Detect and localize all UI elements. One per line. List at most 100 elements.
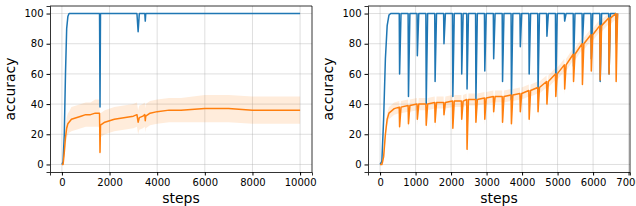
tick-mark (487, 172, 488, 176)
grid-line (368, 134, 630, 135)
tick-label: 8000 (240, 177, 265, 188)
line (380, 14, 618, 165)
tick: 4000 (510, 172, 535, 188)
grid-line (380, 6, 381, 172)
tick-label: 2000 (97, 177, 122, 188)
y-axis-title: accuracy (2, 57, 18, 120)
tick: 80 (31, 38, 50, 49)
grid-line (252, 6, 253, 172)
plot-area (62, 14, 300, 165)
y-axis-title: accuracy (320, 57, 336, 120)
tick-label: 40 (349, 99, 362, 110)
tick-mark (47, 164, 51, 165)
tick: 100 (342, 8, 368, 19)
line (62, 14, 300, 165)
tick-mark (252, 172, 253, 176)
tick-label: 7000 (616, 177, 636, 188)
tick-mark (47, 134, 51, 135)
panel: 0100020003000400050006000700002040608010… (320, 6, 636, 206)
tick-mark (47, 104, 51, 105)
tick-mark (558, 172, 559, 176)
tick-label: 20 (31, 129, 44, 140)
tick: 0 (377, 172, 383, 188)
tick-label: 60 (31, 69, 44, 80)
tick-mark (416, 172, 417, 176)
frame (50, 6, 312, 7)
grid-line (628, 6, 629, 172)
tick-label: 40 (31, 99, 44, 110)
tick: 40 (31, 99, 50, 110)
line (380, 14, 618, 165)
tick-label: 80 (31, 38, 44, 49)
tick: 7000 (616, 172, 636, 188)
x-axis-title: steps (480, 190, 518, 206)
grid-line (451, 6, 452, 172)
tick-label: 3000 (474, 177, 499, 188)
axis-line (47, 7, 51, 173)
grid-line (204, 6, 205, 172)
tick-label: 80 (349, 38, 362, 49)
tick: 80 (349, 38, 368, 49)
tick-label: 4000 (510, 177, 535, 188)
tick-mark (365, 164, 369, 165)
tick-mark (365, 134, 369, 135)
tick-mark (365, 44, 369, 45)
x-axis: 0 2000 4000 6000 8000 10000 (51, 172, 317, 188)
figure: 0200040006000800010000020406080100stepsa… (0, 0, 636, 206)
tick: 4000 (145, 172, 170, 188)
chart-svg: 0200040006000800010000020406080100stepsa… (0, 0, 636, 206)
tick: 60 (31, 69, 50, 80)
tick-label: 6000 (581, 177, 606, 188)
grid (50, 6, 312, 172)
tick: 0 (37, 159, 50, 170)
tick-mark (365, 104, 369, 105)
tick: 60 (349, 69, 368, 80)
tick-mark (157, 172, 158, 176)
tick-mark (47, 44, 51, 45)
tick-label: 1000 (403, 177, 428, 188)
frame (312, 6, 313, 172)
panel: 0 2000 4000 6000 8000 10000 0 20 40 60 80 100 steps a… (2, 6, 316, 206)
tick-mark (365, 74, 369, 75)
grid-line (50, 134, 312, 135)
axis-line (51, 173, 313, 176)
axis-line (365, 7, 369, 173)
x-axis-title: steps (162, 190, 200, 206)
grid-line (50, 73, 312, 74)
line (62, 109, 300, 165)
tick-mark (522, 172, 523, 176)
tick-mark (47, 14, 51, 15)
tick-mark (380, 172, 381, 176)
grid-line (368, 73, 630, 74)
grid (368, 6, 630, 172)
tick-mark (593, 172, 594, 176)
tick: 6000 (581, 172, 606, 188)
tick-mark (629, 172, 630, 176)
tick-label: 0 (37, 159, 43, 170)
x-axis: 0 1000 2000 3000 4000 5000 6000 7000 (369, 172, 636, 188)
y-axis: 020406080100 (342, 7, 368, 173)
tick: 1000 (403, 172, 428, 188)
y-axis: 0 20 40 60 80 100 (24, 7, 50, 173)
tick-mark (205, 172, 206, 176)
tick: 0 (59, 172, 65, 188)
tick: 2000 (439, 172, 464, 188)
tick: 3000 (474, 172, 499, 188)
tick: 10000 (285, 172, 317, 188)
tick-label: 5000 (545, 177, 570, 188)
tick: 20 (31, 129, 50, 140)
tick-label: 10000 (285, 177, 317, 188)
frame (368, 6, 630, 7)
tick-label: 4000 (145, 177, 170, 188)
tick: 2000 (97, 172, 122, 188)
tick-label: 2000 (439, 177, 464, 188)
grid-line (300, 6, 301, 172)
tick: 8000 (240, 172, 265, 188)
grid-line (109, 6, 110, 172)
tick-label: 100 (24, 8, 43, 19)
tick-mark (451, 172, 452, 176)
tick-label: 60 (349, 69, 362, 80)
tick: 6000 (193, 172, 218, 188)
plot-area (380, 14, 618, 165)
tick-label: 0 (355, 159, 361, 170)
